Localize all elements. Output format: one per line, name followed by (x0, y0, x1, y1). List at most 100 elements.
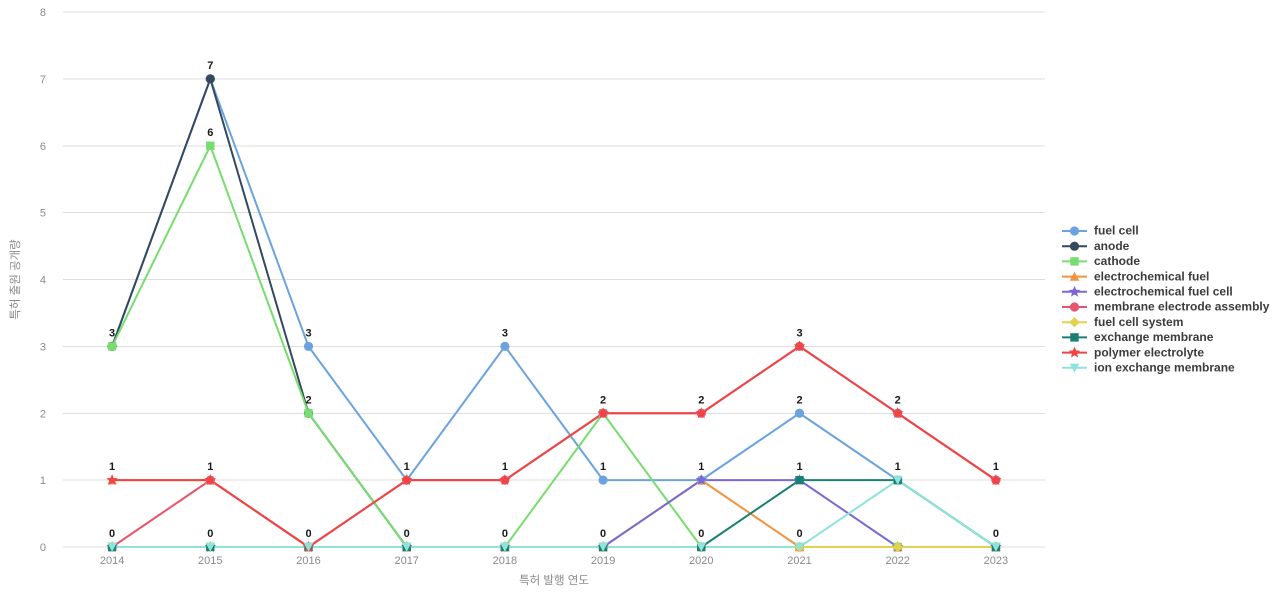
series-markers-group (106, 74, 1002, 553)
legend-item-polymer-electrolyte[interactable]: polymer electrolyte (1062, 345, 1204, 359)
marker-polymer-electrolyte-2023 (990, 474, 1002, 485)
legend-marker-icon (1070, 257, 1079, 266)
legend-item-membrane-electrode-assembly[interactable]: membrane electrode assembly (1062, 300, 1270, 314)
data-label-2014-1: 1 (109, 461, 115, 473)
marker-ion-exchange-membrane-2018 (500, 542, 510, 552)
series-line-fuel-cell (111, 77, 997, 548)
legend-marker-icon (1068, 346, 1081, 358)
y-axis-tick-labels: 0 1 2 3 4 5 6 7 8 (40, 7, 46, 554)
data-label-2015-1: 1 (207, 461, 213, 473)
x-tick-label-2021: 2021 (787, 555, 811, 567)
y-tick-label-3: 3 (40, 341, 46, 353)
data-label-2021-1: 1 (796, 461, 802, 473)
y-tick-label-0: 0 (40, 542, 46, 554)
legend-label: ion exchange membrane (1094, 360, 1235, 374)
x-tick-label-2014: 2014 (100, 555, 124, 567)
marker-fuel-cell-2016 (303, 341, 314, 351)
marker-ion-exchange-membrane-2021 (794, 542, 805, 552)
gridlines-group (63, 11, 1045, 548)
data-label-2015-0: 0 (207, 528, 213, 540)
marker-fuel-cell-2018 (500, 341, 510, 351)
marker-ion-exchange-membrane-2023 (991, 542, 1001, 552)
data-label-2021-3: 3 (796, 327, 802, 339)
legend-marker-icon (1069, 241, 1080, 251)
data-label-2019-0: 0 (600, 528, 606, 540)
legend-item-exchange-membrane[interactable]: exchange membrane (1062, 330, 1214, 344)
y-tick-label-4: 4 (40, 275, 46, 287)
legend-label: fuel cell (1094, 224, 1139, 238)
legend-label: polymer electrolyte (1094, 345, 1204, 359)
legend-item-electrochemical-fuel[interactable]: electrochemical fuel (1062, 269, 1209, 283)
marker-polymer-electrolyte-2020 (695, 407, 708, 419)
data-label-2014-3: 3 (109, 327, 115, 339)
legend-label: exchange membrane (1094, 330, 1214, 344)
data-label-2020-1: 1 (698, 461, 704, 473)
marker-fuel-cell-system-2022 (892, 541, 903, 553)
legend-marker-icon (1069, 302, 1080, 312)
y-tick-label-7: 7 (40, 74, 46, 86)
marker-cathode-2015 (206, 141, 215, 150)
legend-label: anode (1094, 239, 1130, 253)
legend-marker-icon (1069, 271, 1080, 281)
x-tick-label-2020: 2020 (689, 555, 713, 567)
legend-item-fuel-cell[interactable]: fuel cell (1062, 224, 1139, 238)
data-label-2018-1: 1 (502, 461, 508, 473)
marker-polymer-electrolyte-2022 (891, 407, 904, 419)
legend-item-anode[interactable]: anode (1062, 239, 1130, 253)
legend-item-fuel-cell-system[interactable]: fuel cell system (1062, 315, 1183, 329)
marker-ion-exchange-membrane-2020 (696, 542, 707, 552)
y-axis-title: 특허 출원 공개량 (8, 239, 22, 320)
data-label-2021-2: 2 (796, 394, 802, 406)
x-tick-label-2017: 2017 (394, 555, 418, 567)
x-tick-label-2023: 2023 (984, 555, 1008, 567)
y-tick-label-1: 1 (40, 475, 46, 487)
legend-item-electrochemical-fuel-cell[interactable]: electrochemical fuel cell (1062, 284, 1233, 298)
legend-marker-icon (1069, 226, 1080, 236)
marker-polymer-electrolyte-2018 (499, 474, 511, 485)
marker-polymer-electrolyte-2019 (597, 407, 609, 419)
legend-label: membrane electrode assembly (1094, 300, 1270, 314)
marker-fuel-cell-2019 (598, 475, 608, 485)
marker-ion-exchange-membrane-2016 (303, 542, 314, 552)
x-tick-label-2018: 2018 (493, 555, 517, 567)
marker-fuel-cell-2021 (794, 408, 805, 418)
data-label-2020-2: 2 (698, 394, 704, 406)
data-label-2017-0: 0 (404, 528, 410, 540)
x-tick-label-2022: 2022 (885, 555, 909, 567)
x-tick-label-2016: 2016 (296, 555, 320, 567)
data-label-2017-1: 1 (404, 461, 410, 473)
marker-ion-exchange-membrane-2022 (892, 475, 903, 485)
data-label-2014-0: 0 (109, 528, 115, 540)
legend-marker-icon (1068, 285, 1081, 297)
marker-anode-2015 (205, 74, 215, 84)
legend-label: fuel cell system (1094, 315, 1183, 329)
x-tick-label-2015: 2015 (198, 555, 222, 567)
legend-marker-icon (1070, 333, 1079, 342)
legend-marker-icon (1069, 363, 1080, 373)
series-lines-group (111, 77, 997, 548)
x-tick-label-2019: 2019 (591, 555, 615, 567)
legend-item-ion-exchange-membrane[interactable]: ion exchange membrane (1062, 360, 1235, 374)
legend-marker-icon (1069, 317, 1080, 328)
data-label-2016-0: 0 (305, 528, 311, 540)
marker-ion-exchange-membrane-2019 (598, 542, 608, 552)
data-label-2023-0: 0 (993, 528, 999, 540)
legend-item-cathode[interactable]: cathode (1062, 254, 1140, 268)
data-label-2015-7: 7 (207, 60, 213, 72)
marker-ion-exchange-membrane-2015 (205, 542, 216, 552)
marker-electrochemical-fuel-cell-2020 (695, 474, 708, 485)
data-label-2022-2: 2 (895, 394, 901, 406)
data-label-2020-0: 0 (698, 528, 704, 540)
marker-polymer-electrolyte-2017 (400, 474, 413, 485)
data-label-2019-1: 1 (600, 461, 606, 473)
data-label-2016-2: 2 (305, 394, 311, 406)
marker-exchange-membrane-2021 (795, 475, 804, 485)
marker-cathode-2016 (304, 409, 313, 418)
marker-polymer-electrolyte-2015 (204, 474, 217, 485)
data-label-2019-2: 2 (600, 394, 606, 406)
data-label-2021-0: 0 (796, 528, 802, 540)
series-line-polymer-electrolyte (111, 345, 997, 548)
